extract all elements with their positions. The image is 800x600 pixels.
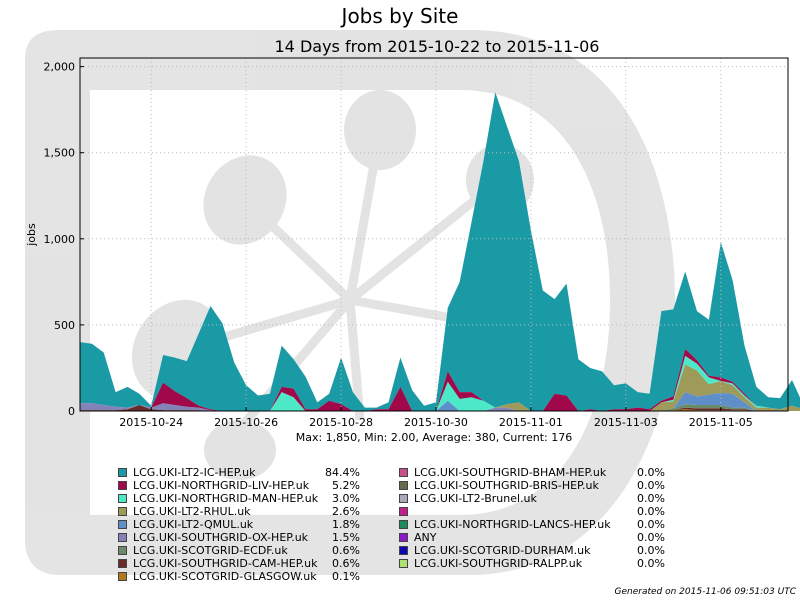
legend-percent: 0.0%: [637, 505, 665, 518]
legend-label: LCG.UKI-LT2-QMUL.uk: [133, 518, 254, 531]
legend-item: LCG.UKI-LT2-IC-HEP.uk 84.4%: [118, 466, 360, 479]
legend-item: LCG.UKI-LT2-RHUL.uk 2.6%: [118, 505, 360, 518]
legend-swatch: [118, 533, 127, 542]
legend-label: ANY: [414, 531, 437, 544]
legend-swatch: [399, 533, 408, 542]
legend-percent: 3.0%: [332, 492, 360, 505]
legend-swatch: [118, 468, 127, 477]
legend-percent: 0.0%: [637, 531, 665, 544]
legend-label: LCG.UKI-SCOTGRID-GLASGOW.uk: [133, 570, 317, 583]
legend-percent: 2.6%: [332, 505, 360, 518]
plot-frame: [79, 57, 789, 412]
legend-item: LCG.UKI-NORTHGRID-MAN-HEP.uk 3.0%: [118, 492, 360, 505]
y-tick-label: 1,500: [44, 147, 76, 160]
legend-swatch: [118, 494, 127, 503]
legend-percent: 0.0%: [637, 479, 665, 492]
area-series-lcg-uki-northgrid-liv-hep-uk: [80, 349, 800, 411]
legend-label: LCG.UKI-SOUTHGRID-RALPP.uk: [414, 557, 583, 570]
legend-swatch: [399, 559, 408, 568]
x-tick-label: 2015-11-05: [689, 416, 753, 429]
legend-column-left: LCG.UKI-LT2-IC-HEP.uk 84.4% LCG.UKI-NORTH…: [118, 466, 360, 583]
legend-item: LCG.UKI-LT2-QMUL.uk 1.8%: [118, 518, 360, 531]
legend-swatch: [118, 546, 127, 555]
legend-item: LCG.UKI-SOUTHGRID-OX-HEP.uk 1.5%: [118, 531, 360, 544]
legend-percent: 0.6%: [332, 557, 360, 570]
legend-item: LCG.UKI-LT2-Brunel.uk 0.0%: [399, 492, 665, 505]
y-axis-label: jobs: [25, 223, 38, 247]
legend-item: ANY 0.0%: [399, 531, 665, 544]
legend-swatch: [399, 481, 408, 490]
x-tick-label: 2015-10-28: [309, 416, 373, 429]
x-tick-label: 2015-11-01: [499, 416, 563, 429]
legend-label: LCG.UKI-SOUTHGRID-BHAM-HEP.uk: [414, 466, 607, 479]
legend-percent: 5.2%: [332, 479, 360, 492]
legend-percent: 0.0%: [637, 557, 665, 570]
y-tick-label: 0: [68, 405, 75, 418]
legend-swatch: [118, 559, 127, 568]
legend-swatch: [118, 481, 127, 490]
legend-percent: 0.1%: [332, 570, 360, 583]
legend-item: LCG.UKI-NORTHGRID-LANCS-HEP.uk 0.0%: [399, 518, 665, 531]
legend-swatch: [399, 494, 408, 503]
legend-label: LCG.UKI-SOUTHGRID-OX-HEP.uk: [133, 531, 309, 544]
legend-swatch: [118, 572, 127, 581]
legend-label: LCG.UKI-SCOTGRID-ECDF.uk: [133, 544, 288, 557]
legend-swatch: [399, 468, 408, 477]
legend-item: LCG.UKI-SCOTGRID-GLASGOW.uk 0.1%: [118, 570, 360, 583]
legend-label: LCG.UKI-NORTHGRID-MAN-HEP.uk: [133, 492, 319, 505]
legend-item: 0.0%: [399, 505, 665, 518]
chart-subtitle: 14 Days from 2015-10-22 to 2015-11-06: [274, 37, 600, 56]
area-series-lcg-uki-lt2-ic-hep: [80, 92, 800, 411]
area-series-lcg-uki-southgrid-cam-hep-uk: [80, 405, 800, 411]
y-tick-label: 1,000: [44, 233, 76, 246]
generated-timestamp: Generated on 2015-11-06 09:51:03 UTC: [614, 587, 797, 597]
y-tick-label: 2,000: [44, 61, 76, 74]
legend-swatch: [118, 520, 127, 529]
legend-swatch: [118, 507, 127, 516]
legend-label: LCG.UKI-LT2-Brunel.uk: [414, 492, 537, 505]
legend-item: LCG.UKI-SCOTGRID-ECDF.uk 0.6%: [118, 544, 360, 557]
legend-percent: 1.8%: [332, 518, 360, 531]
legend-swatch: [399, 520, 408, 529]
y-tick-label: 500: [54, 319, 75, 332]
legend-percent: 0.0%: [637, 518, 665, 531]
legend-percent: 0.6%: [332, 544, 360, 557]
legend-item: LCG.UKI-SOUTHGRID-BHAM-HEP.uk 0.0%: [399, 466, 665, 479]
x-tick-label: 2015-11-03: [594, 416, 658, 429]
legend-item: LCG.UKI-NORTHGRID-LIV-HEP.uk 5.2%: [118, 479, 360, 492]
legend-item: LCG.UKI-SCOTGRID-DURHAM.uk 0.0%: [399, 544, 665, 557]
legend-percent: 0.0%: [637, 492, 665, 505]
legend-item: LCG.UKI-SOUTHGRID-RALPP.uk 0.0%: [399, 557, 665, 570]
legend-label: LCG.UKI-SOUTHGRID-BRIS-HEP.uk: [414, 479, 599, 492]
area-series-lcg-uki-lt2-qmul-uk: [80, 392, 800, 411]
chart-stats: Max: 1,850, Min: 2.00, Average: 380, Cur…: [295, 431, 573, 444]
legend-label: LCG.UKI-SCOTGRID-DURHAM.uk: [414, 544, 591, 557]
x-tick-label: 2015-10-24: [119, 416, 183, 429]
legend-label: LCG.UKI-LT2-IC-HEP.uk: [133, 466, 256, 479]
legend-column-right: LCG.UKI-SOUTHGRID-BHAM-HEP.uk 0.0% LCG.UK…: [399, 466, 665, 570]
legend-percent: 1.5%: [332, 531, 360, 544]
legend-percent: 0.0%: [637, 544, 665, 557]
legend-label: LCG.UKI-SOUTHGRID-CAM-HEP.uk: [133, 557, 318, 570]
legend-swatch: [399, 546, 408, 555]
chart-title: Jobs by Site: [341, 4, 459, 28]
x-tick-label: 2015-10-30: [404, 416, 468, 429]
x-tick-label: 2015-10-26: [214, 416, 278, 429]
legend-label: LCG.UKI-NORTHGRID-LIV-HEP.uk: [133, 479, 310, 492]
legend-swatch: [399, 507, 408, 516]
legend-percent: 84.4%: [325, 466, 360, 479]
legend-item: LCG.UKI-SOUTHGRID-CAM-HEP.uk 0.6%: [118, 557, 360, 570]
legend-label: LCG.UKI-NORTHGRID-LANCS-HEP.uk: [414, 518, 611, 531]
legend-label: LCG.UKI-LT2-RHUL.uk: [133, 505, 251, 518]
legend-item: LCG.UKI-SOUTHGRID-BRIS-HEP.uk 0.0%: [399, 479, 665, 492]
legend-percent: 0.0%: [637, 466, 665, 479]
